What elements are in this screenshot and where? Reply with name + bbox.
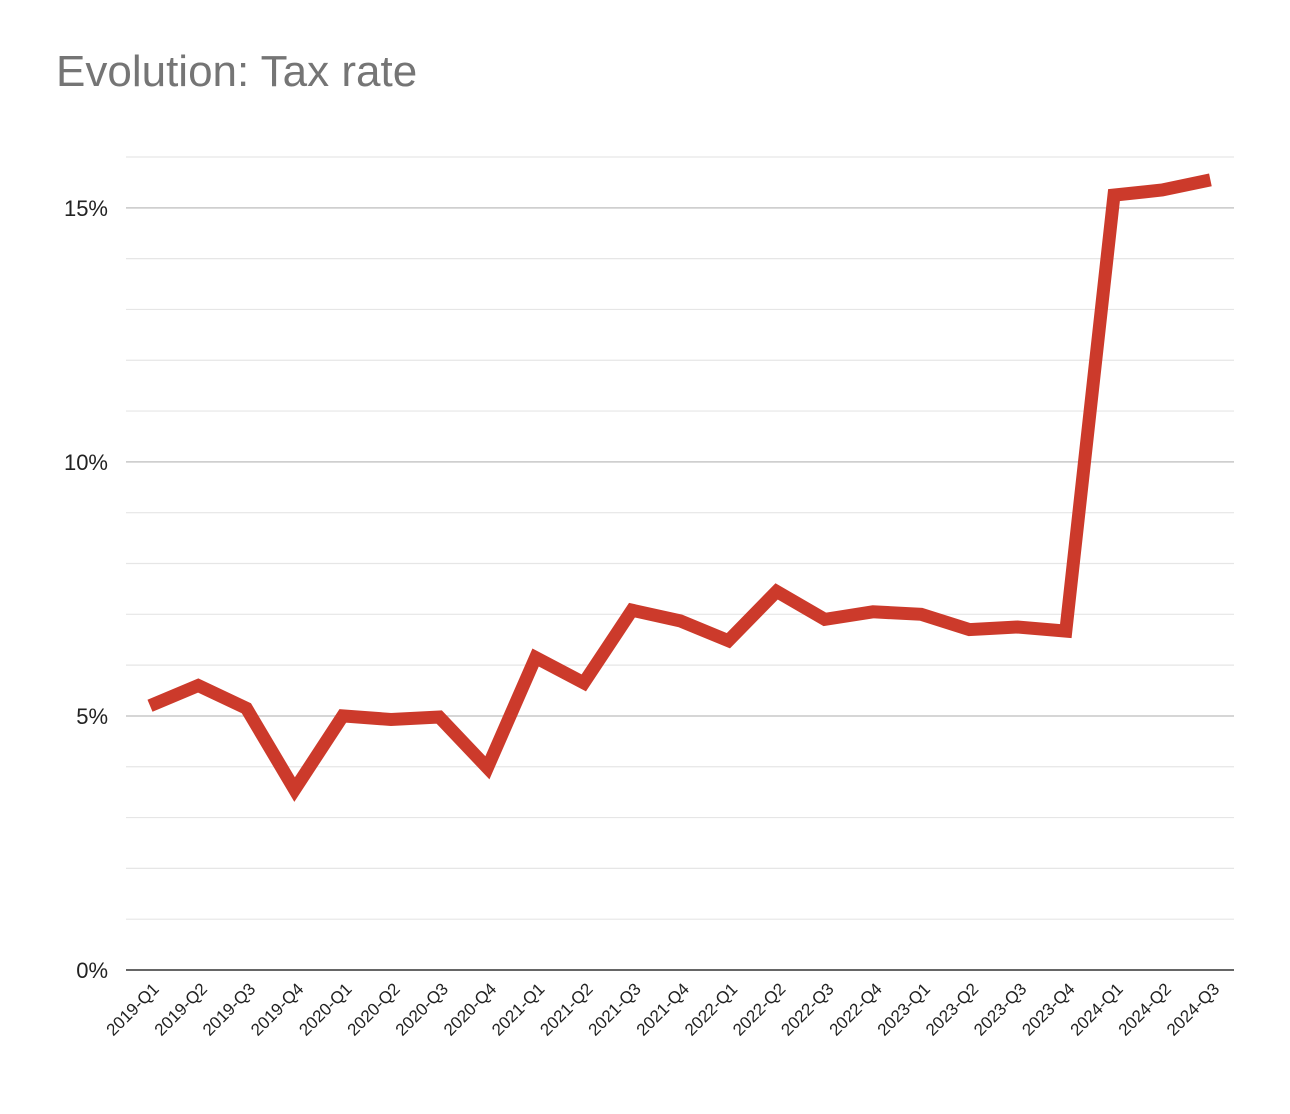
x-tick-label: 2021-Q2 — [536, 979, 596, 1039]
x-tick-label: 2019-Q4 — [247, 979, 307, 1039]
x-tick-labels: 2019-Q12019-Q22019-Q32019-Q42020-Q12020-… — [103, 979, 1224, 1039]
x-tick-label: 2022-Q3 — [777, 979, 837, 1039]
x-tick-label: 2021-Q4 — [633, 979, 693, 1039]
y-tick-label: 10% — [64, 450, 108, 475]
x-tick-label: 2019-Q2 — [151, 979, 211, 1039]
series-line — [147, 173, 1212, 802]
y-tick-label: 0% — [76, 958, 108, 983]
x-tick-label: 2024-Q3 — [1163, 979, 1223, 1039]
x-tick-label: 2022-Q1 — [681, 979, 741, 1039]
x-tick-label: 2022-Q2 — [729, 979, 789, 1039]
y-tick-label: 15% — [64, 196, 108, 221]
x-tick-label: 2020-Q1 — [295, 979, 355, 1039]
gridlines — [126, 156, 1234, 920]
x-tick-label: 2023-Q4 — [1018, 979, 1078, 1039]
y-tick-labels: 0% 5% 10% 15% — [64, 196, 108, 983]
series-layer — [147, 173, 1212, 802]
x-tick-label: 2021-Q1 — [488, 979, 548, 1039]
x-tick-label: 2020-Q3 — [392, 979, 452, 1039]
x-tick-label: 2023-Q3 — [970, 979, 1030, 1039]
x-tick-label: 2024-Q2 — [1115, 979, 1175, 1039]
x-tick-label: 2019-Q3 — [199, 979, 259, 1039]
x-tick-label: 2023-Q2 — [922, 979, 982, 1039]
y-tick-label: 5% — [76, 704, 108, 729]
x-tick-label: 2023-Q1 — [874, 979, 934, 1039]
x-tick-label: 2020-Q4 — [440, 979, 500, 1039]
chart-title: Evolution: Tax rate — [56, 47, 418, 96]
